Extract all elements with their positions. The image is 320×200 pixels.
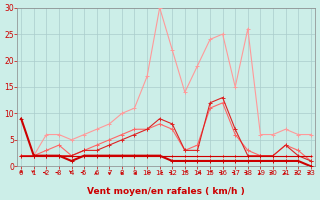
X-axis label: Vent moyen/en rafales ( km/h ): Vent moyen/en rafales ( km/h )	[87, 187, 245, 196]
